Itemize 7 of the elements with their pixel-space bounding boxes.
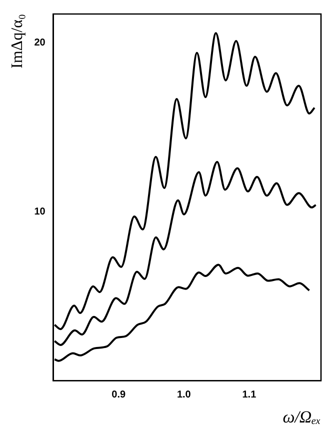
x-axis-title: ω/Ωₑₓ [282,407,322,426]
y-axis-title: ImΔq/α₀ [8,14,26,68]
y-tick-label: 20 [34,37,46,48]
x-tick-label: 1.1 [242,389,257,400]
x-tick-label: 1.0 [176,389,192,400]
y-tick-label: 10 [34,206,46,218]
x-tick-label: 0.9 [112,389,126,400]
